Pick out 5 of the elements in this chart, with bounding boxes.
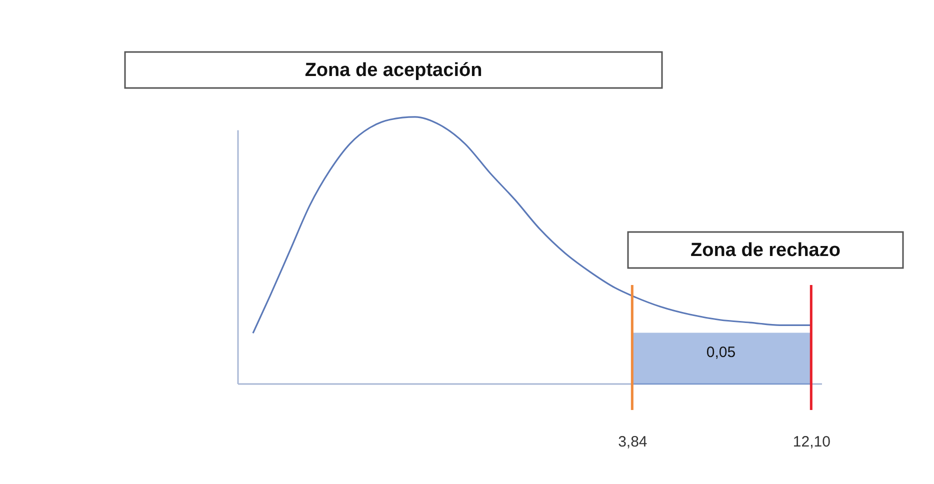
- annotation: Zona de rechazo: [690, 240, 840, 261]
- x-tick-label: 3,84: [618, 434, 648, 450]
- text: Zona de aceptación: [304, 60, 482, 81]
- annotation: 0,05: [706, 344, 736, 361]
- x-tick-label: 12,10: [792, 434, 830, 450]
